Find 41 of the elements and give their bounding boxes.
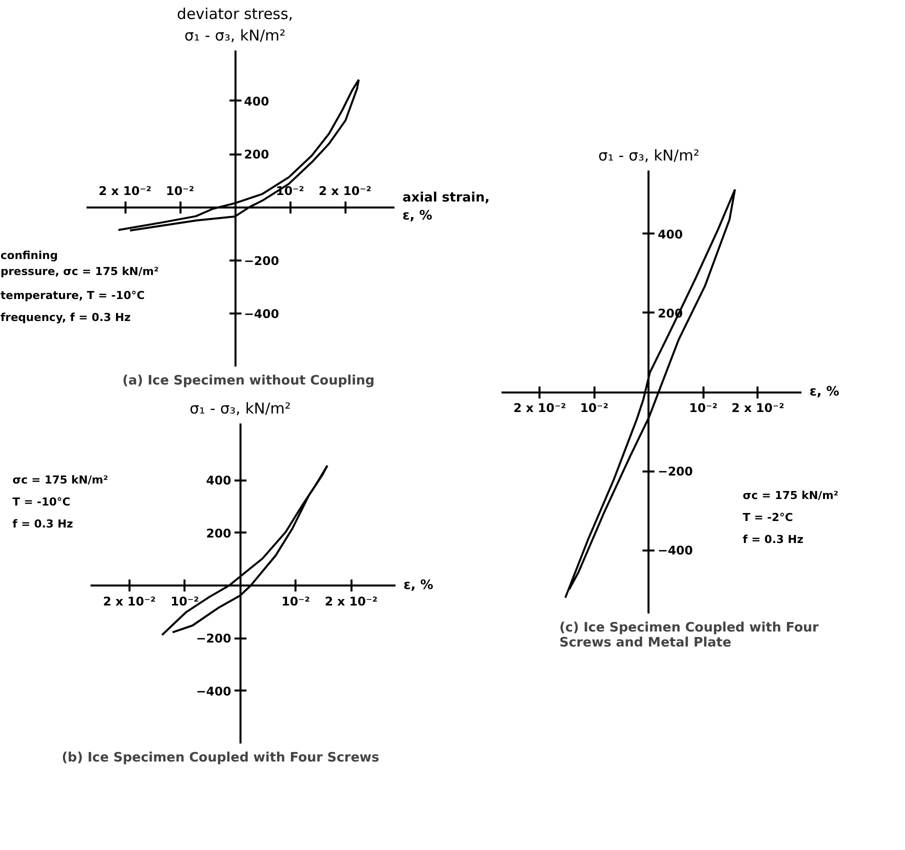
annotation: f = 0.3 Hz [742, 533, 804, 546]
x-tick-label: 10⁻² [276, 184, 304, 198]
x-tick-label: 10⁻² [166, 184, 194, 198]
y-axis-title: deviator stress, σ₁ - σ₃, kN/m² [176, 4, 294, 44]
text: T = -10°C [12, 495, 70, 508]
x-axis-title: ε, % [810, 384, 840, 400]
y-tick-label: −400 [244, 306, 280, 321]
text: (a) Ice Specimen without Coupling [122, 374, 375, 388]
x-tick-label: 10⁻² [689, 401, 718, 415]
y-tick-label: −400 [196, 684, 232, 698]
text: (b) Ice Specimen Coupled with Four Screws [62, 750, 380, 766]
x-tick-label: 2 x 10⁻² [513, 401, 566, 415]
x-tick-label: 2 x 10⁻² [324, 594, 378, 608]
y-tick-label: −200 [244, 254, 280, 268]
y-axis-title: σ₁ - σ₃, kN/m² [190, 400, 291, 418]
annotation: σc = 175 kN/m² [12, 473, 108, 486]
annotation: confining pressure, σc = 175 kN/m² [0, 249, 159, 278]
y-tick-label: 200 [244, 148, 270, 162]
y-tick-label: 200 [206, 526, 232, 540]
x-tick-label: 2 x 10⁻² [98, 184, 152, 198]
x-tick-label: 10⁻² [282, 594, 310, 608]
y-tick-label: 400 [206, 474, 232, 488]
x-tick-label: 2 x 10⁻² [731, 401, 784, 415]
text: f = 0.3 Hz [12, 517, 74, 530]
annotation: T = -2°C [742, 511, 793, 524]
annotation: temperature, T = -10°C [0, 289, 145, 302]
x-tick-label: 10⁻² [580, 401, 608, 415]
text: (c) Ice Specimen Coupled with Four Screws and Metal Plate [559, 620, 820, 650]
x-axis-title: ε, % [404, 578, 434, 593]
y-tick-label: −200 [196, 632, 232, 646]
x-tick-label: 10⁻² [170, 594, 199, 608]
y-tick-label: 400 [244, 94, 270, 108]
y-tick-label: −400 [658, 544, 693, 558]
y-tick-label: 400 [658, 227, 683, 242]
annotation: σc = 175 kN/m² [742, 489, 839, 502]
x-tick-label: 2 x 10⁻² [318, 184, 372, 198]
x-axis-title: axial strain, ε, % [402, 190, 490, 224]
y-tick-label: −200 [658, 464, 693, 479]
y-axis-title: σ₁ - σ₃, kN/m² [598, 146, 700, 164]
annotation: frequency, f = 0.3 Hz [0, 311, 131, 324]
x-tick-label: 2 x 10⁻² [102, 594, 156, 608]
